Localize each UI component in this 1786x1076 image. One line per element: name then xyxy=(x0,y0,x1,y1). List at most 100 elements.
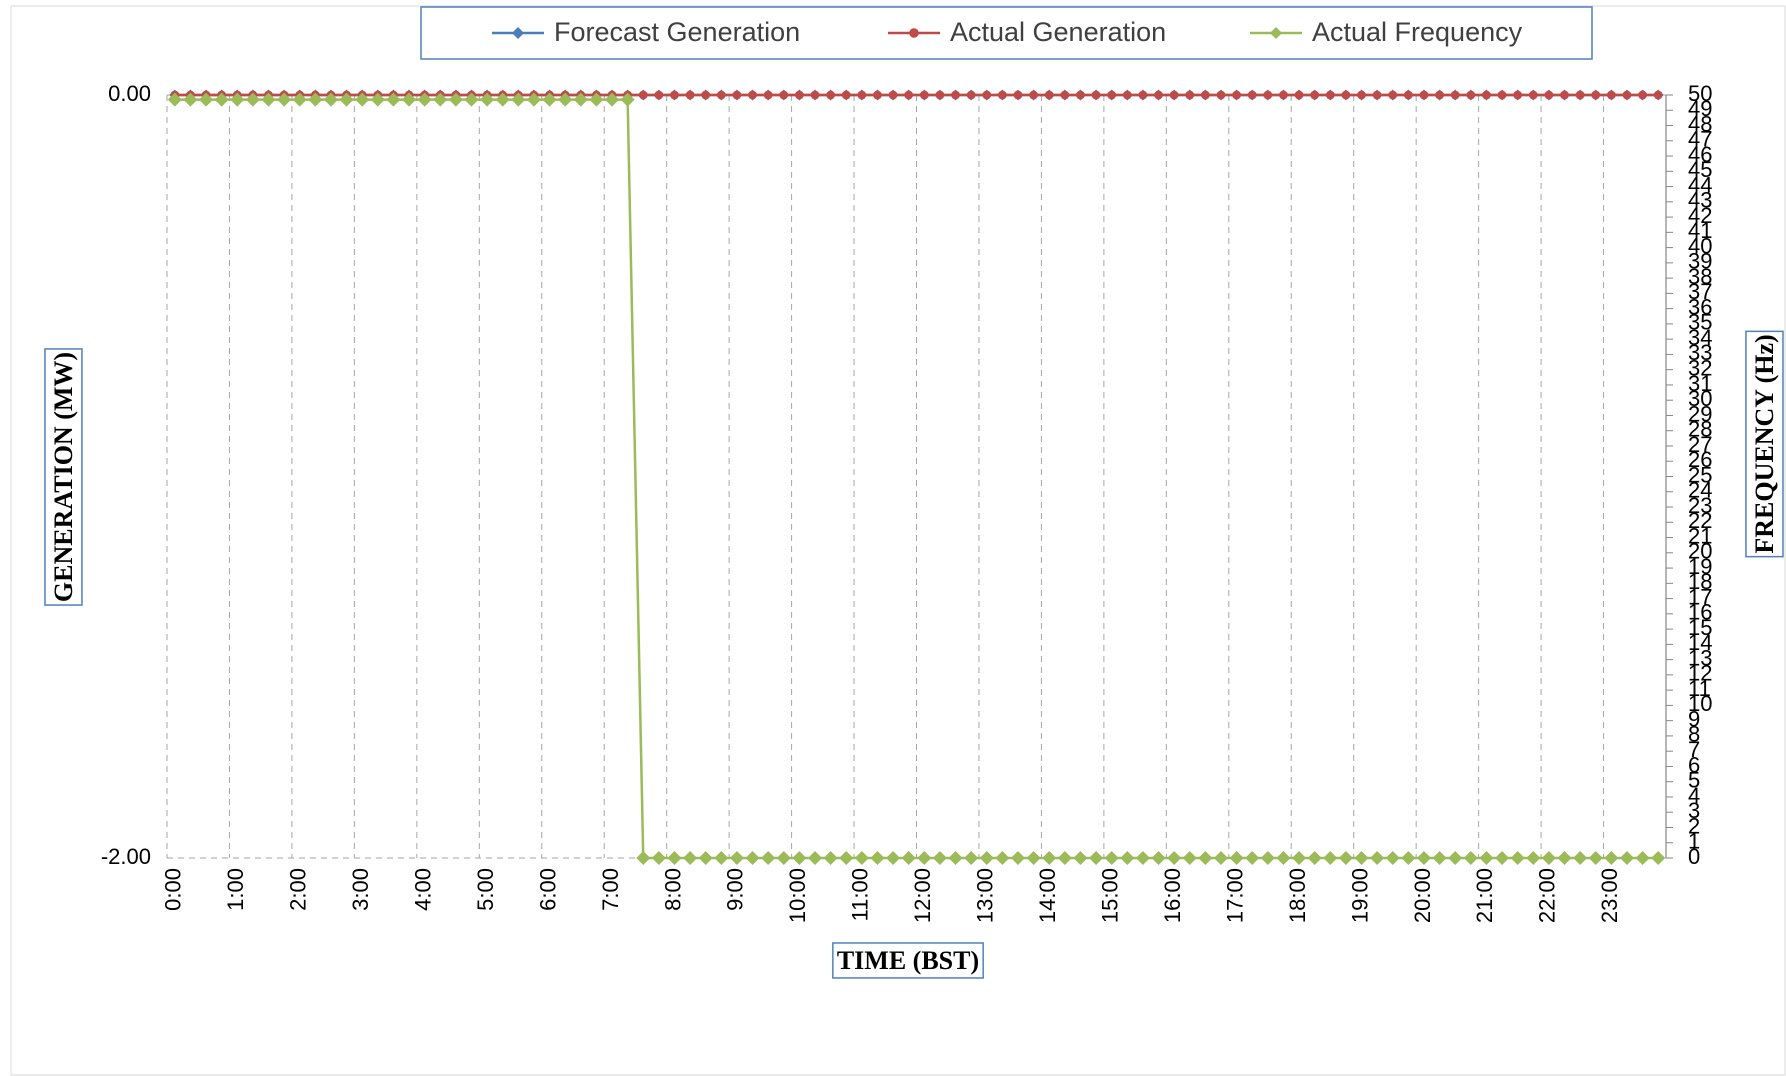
marker xyxy=(1560,90,1569,100)
x-tick-label: 6:00 xyxy=(535,868,560,911)
marker xyxy=(1575,90,1585,100)
marker xyxy=(904,90,914,100)
y2-tick-label: 39 xyxy=(1688,249,1712,274)
marker xyxy=(1200,90,1210,100)
marker xyxy=(794,90,804,100)
marker xyxy=(1372,90,1382,100)
y2-tick-label: 30 xyxy=(1688,386,1712,411)
marker xyxy=(1122,90,1132,100)
marker xyxy=(1482,90,1491,100)
marker xyxy=(1057,851,1072,865)
x-tick-label: 17:00 xyxy=(1222,868,1247,923)
marker xyxy=(826,90,836,100)
marker xyxy=(277,92,292,107)
marker xyxy=(448,92,463,107)
marker xyxy=(1245,851,1260,865)
marker xyxy=(698,851,713,865)
y2-tick-label: 29 xyxy=(1688,401,1712,426)
marker xyxy=(261,92,276,107)
y2-tick-label: 28 xyxy=(1688,417,1712,442)
marker xyxy=(667,851,682,865)
marker xyxy=(1026,851,1041,865)
marker xyxy=(1185,90,1195,100)
x-tick-label: 19:00 xyxy=(1347,868,1372,923)
x-tick-label: 20:00 xyxy=(1410,868,1435,923)
x-tick-label: 1:00 xyxy=(223,868,248,911)
marker xyxy=(1528,90,1538,100)
x-tick-label: 3:00 xyxy=(348,868,373,911)
axis-title-box xyxy=(832,942,984,979)
y2-tick-label: 44 xyxy=(1688,172,1712,197)
marker xyxy=(1151,851,1166,865)
marker xyxy=(1466,90,1476,100)
marker xyxy=(1091,90,1101,100)
y2-tick-label: 27 xyxy=(1688,432,1712,457)
marker xyxy=(620,92,635,107)
marker xyxy=(199,92,214,107)
marker xyxy=(841,90,851,100)
marker xyxy=(870,851,885,865)
marker xyxy=(480,92,495,107)
marker xyxy=(873,90,882,100)
marker xyxy=(810,90,820,100)
x-tick-label: 8:00 xyxy=(660,868,685,911)
marker xyxy=(1279,90,1288,100)
x-tick-label: 11:00 xyxy=(848,868,873,921)
marker xyxy=(464,92,479,107)
marker xyxy=(167,92,182,107)
marker xyxy=(917,851,932,865)
marker xyxy=(886,851,901,865)
marker xyxy=(573,92,588,107)
marker xyxy=(932,851,947,865)
marker xyxy=(1638,90,1647,100)
marker xyxy=(763,90,773,100)
marker xyxy=(542,92,557,107)
y2-tick-label: 14 xyxy=(1688,630,1712,655)
marker xyxy=(417,92,432,107)
marker xyxy=(183,92,198,107)
marker xyxy=(638,90,648,100)
marker xyxy=(1089,851,1104,865)
marker xyxy=(323,92,338,107)
marker xyxy=(1073,851,1088,865)
marker xyxy=(1247,90,1257,100)
y2-tick-label: 13 xyxy=(1688,645,1712,670)
y2-tick-label: 10 xyxy=(1688,691,1712,716)
marker xyxy=(1526,851,1541,865)
marker xyxy=(839,851,854,865)
x-tick-label: 4:00 xyxy=(410,868,435,911)
marker xyxy=(1198,851,1213,865)
marker xyxy=(857,90,867,100)
marker xyxy=(1354,851,1369,865)
marker xyxy=(1338,851,1353,865)
marker xyxy=(1541,851,1556,865)
marker xyxy=(1167,851,1182,865)
marker xyxy=(1044,90,1054,100)
y2-tick-label: 49 xyxy=(1688,96,1712,121)
marker xyxy=(1213,851,1228,865)
marker xyxy=(670,90,679,100)
marker xyxy=(1619,851,1634,865)
marker xyxy=(636,851,651,865)
marker xyxy=(1060,90,1070,100)
y2-tick-label: 45 xyxy=(1688,157,1712,182)
marker xyxy=(732,90,742,100)
marker xyxy=(1042,851,1057,865)
marker xyxy=(1416,851,1431,865)
marker xyxy=(808,851,823,865)
marker xyxy=(1357,90,1366,100)
marker xyxy=(589,92,604,107)
marker xyxy=(386,92,401,107)
marker xyxy=(355,92,370,107)
marker xyxy=(779,90,789,100)
legend-marker xyxy=(909,28,919,38)
legend-marker xyxy=(512,27,524,39)
marker xyxy=(292,92,307,107)
x-tick-label: 15:00 xyxy=(1097,868,1122,923)
x-tick-label: 12:00 xyxy=(910,868,935,923)
marker xyxy=(433,92,448,107)
marker xyxy=(1606,90,1616,100)
x-tick-label: 10:00 xyxy=(785,868,810,923)
marker xyxy=(1013,90,1023,100)
